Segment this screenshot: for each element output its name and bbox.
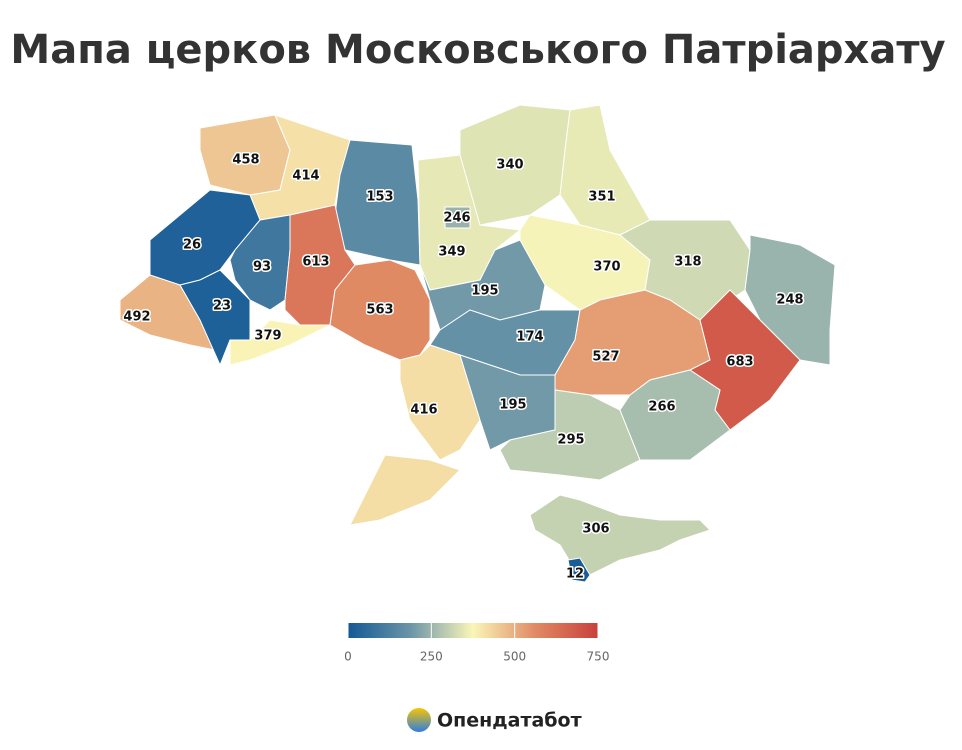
- region-label: 340: [496, 158, 523, 173]
- region-label: 318: [674, 255, 701, 270]
- region: [329, 259, 431, 361]
- region-label: 195: [499, 398, 526, 413]
- region-label: 379: [254, 329, 281, 344]
- region-label: 416: [410, 403, 437, 418]
- region-label: 12: [566, 567, 584, 582]
- legend-tick-label: 500: [503, 650, 526, 664]
- brand-name: Опендатабот: [437, 710, 582, 732]
- region-label: 248: [776, 293, 803, 308]
- legend-tick-label: 0: [344, 650, 352, 664]
- region-label: 246: [443, 211, 470, 226]
- region-label: 266: [648, 400, 675, 415]
- legend-ticks: 0 250 500 750: [344, 623, 609, 664]
- region: [567, 557, 591, 583]
- region-label: 414: [292, 169, 319, 184]
- color-legend: [348, 623, 598, 638]
- region-label: 174: [516, 330, 543, 345]
- region: [499, 389, 641, 481]
- region-label: 195: [471, 284, 498, 299]
- region-label: 683: [726, 355, 753, 370]
- region-label: 349: [438, 245, 465, 260]
- region: [619, 369, 731, 461]
- region-label: 93: [253, 260, 271, 275]
- map-regions: [119, 104, 836, 583]
- legend-tick-label: 750: [587, 650, 610, 664]
- region-label: 613: [302, 255, 329, 270]
- region: [349, 344, 481, 526]
- region: [529, 494, 711, 576]
- region-label: 295: [557, 433, 584, 448]
- chart-title: Мапа церков Московського Патріархату: [10, 27, 945, 73]
- region-label: 458: [232, 153, 259, 168]
- region-label: 153: [366, 190, 393, 205]
- region-label: 370: [593, 260, 620, 275]
- region-label: 306: [582, 522, 609, 537]
- region: [419, 239, 546, 331]
- region-label: 527: [592, 350, 619, 365]
- region: [559, 104, 651, 236]
- region: [444, 206, 471, 229]
- region-label: 563: [366, 303, 393, 318]
- region-label: 351: [588, 190, 615, 205]
- region-label: 23: [213, 299, 231, 314]
- region-label: 26: [183, 238, 201, 253]
- region: [689, 289, 801, 431]
- legend-tick-label: 250: [420, 650, 443, 664]
- brand-logo: [407, 708, 431, 732]
- region-labels: 458 414 153 340 351 26 93 613 349 246 370 318 248 492…: [122, 151, 805, 583]
- region-label: 492: [123, 310, 150, 325]
